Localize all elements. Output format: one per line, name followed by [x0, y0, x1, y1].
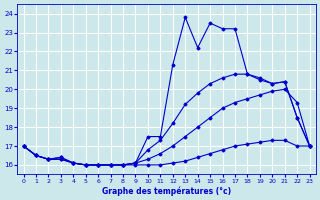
X-axis label: Graphe des températures (°c): Graphe des températures (°c) [102, 186, 231, 196]
